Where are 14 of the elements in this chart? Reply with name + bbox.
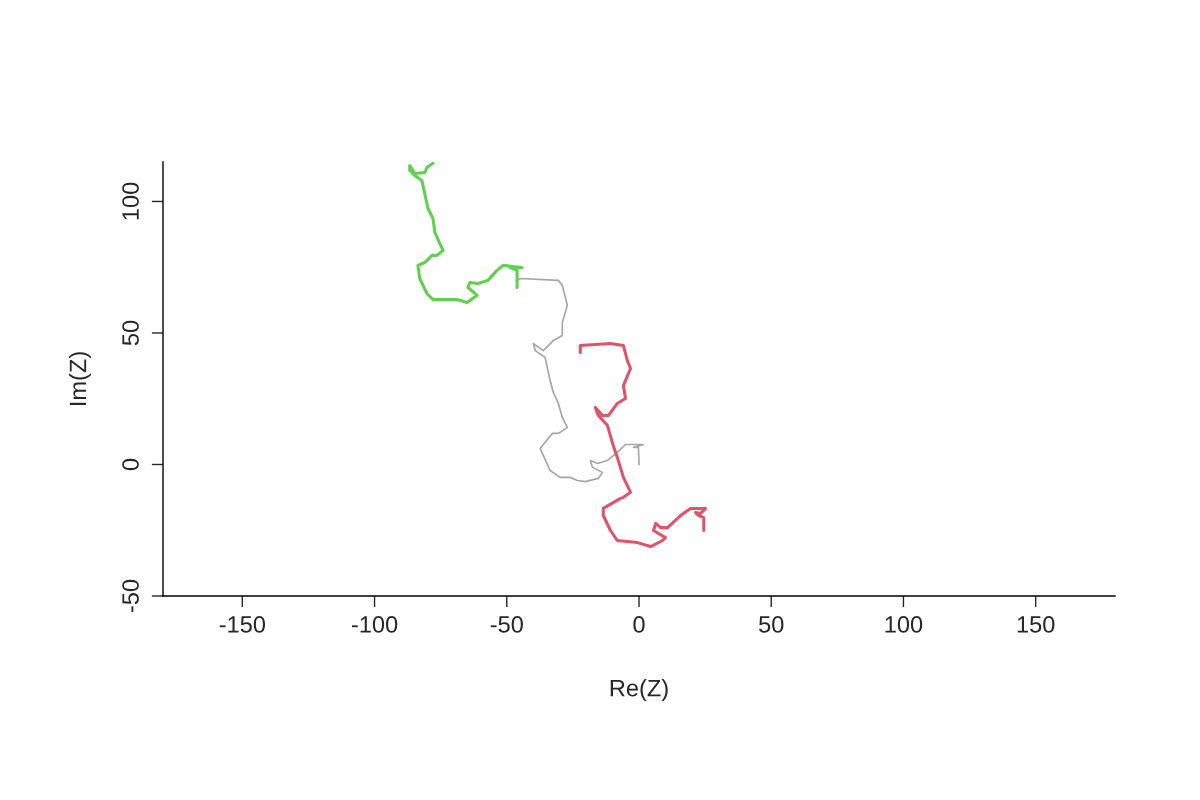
line-series [408,162,524,304]
x-tick-label: 0 [633,616,645,633]
x-tick-label: 50 [759,616,784,633]
x-tick-label: 100 [885,616,923,633]
y-tick-label: 50 [122,320,139,346]
x-tick-label: -100 [351,616,398,633]
x-axis-title: Re(Z) [610,679,668,702]
line-series [578,341,708,549]
y-tick-label: 100 [122,182,139,220]
x-tick-label: -150 [219,616,266,633]
y-axis-title: Im(Z) [68,352,91,406]
x-tick-label: -50 [490,616,523,633]
x-tick-label: 150 [1017,616,1055,633]
y-tick-label: 0 [122,458,139,471]
